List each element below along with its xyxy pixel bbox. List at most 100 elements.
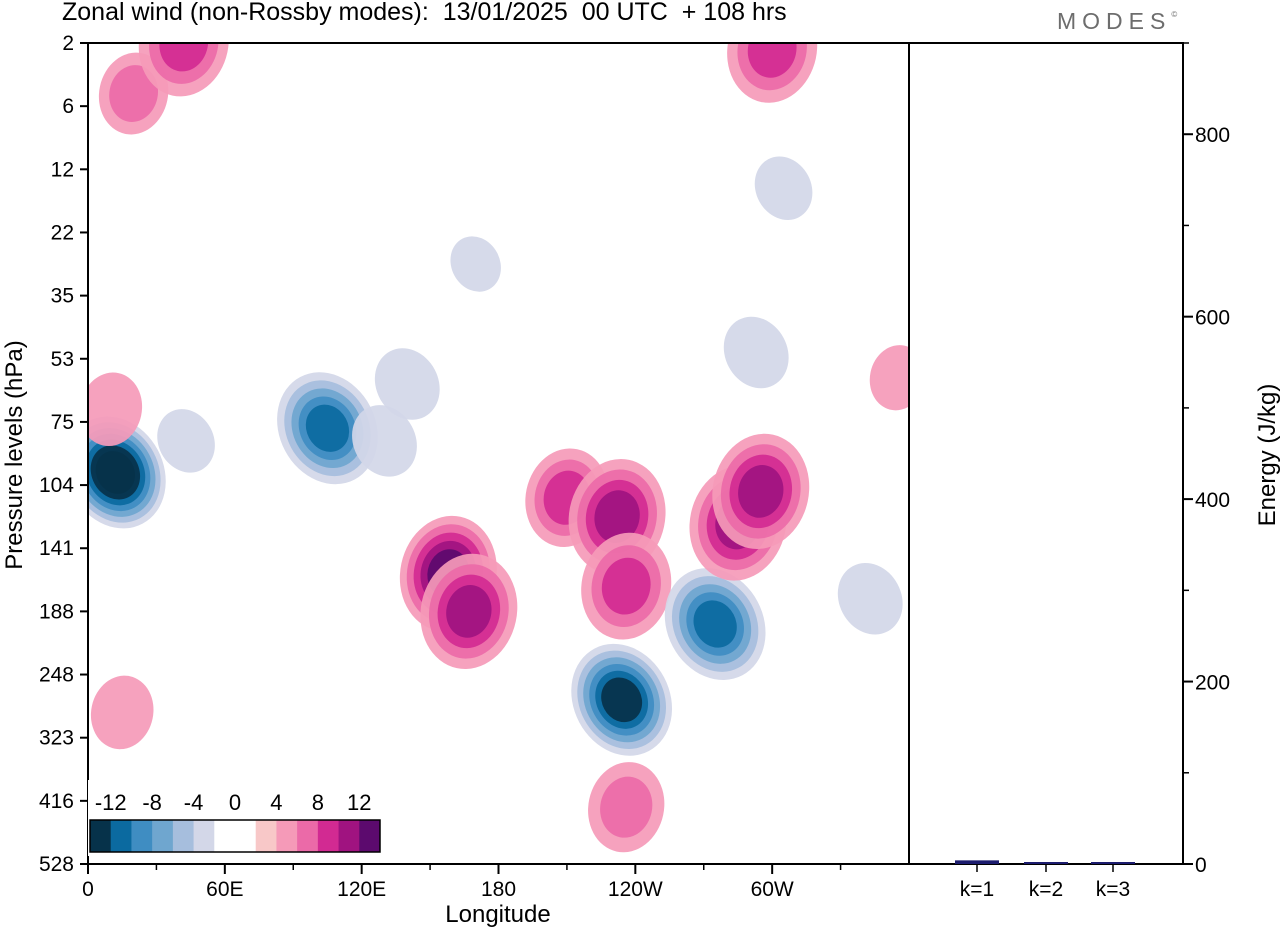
heatmap-contour xyxy=(109,65,159,122)
y-tick-label: 188 xyxy=(39,600,74,623)
y-axis-title: Pressure levels (hPa) xyxy=(1,340,28,569)
y-tick-label: 12 xyxy=(51,158,74,181)
heatmap-contour xyxy=(90,675,154,750)
colorbar-label: -4 xyxy=(184,790,204,815)
heatmap-feature xyxy=(727,43,818,103)
y-tick-label: 22 xyxy=(51,221,74,244)
colorbar-label: -12 xyxy=(95,790,127,815)
heatmap-contour xyxy=(95,451,135,494)
heatmap-contour xyxy=(601,677,643,723)
heatmap-feature xyxy=(90,675,154,750)
modes-logo: MODES© xyxy=(1057,8,1177,35)
heatmap-feature xyxy=(723,316,789,389)
colorbar-frame xyxy=(89,819,381,853)
colorbar-swatch xyxy=(338,820,360,852)
heatmap-contour xyxy=(837,562,903,635)
heatmap-feature xyxy=(571,643,673,756)
heatmap-feature xyxy=(88,372,143,447)
heatmap-contour xyxy=(374,348,440,420)
heatmap-contour xyxy=(446,585,492,638)
colorbar-swatch xyxy=(172,820,195,852)
colorbar-swatch xyxy=(297,820,319,852)
x-tick-label: 180 xyxy=(481,878,516,901)
x-tick-label: 0 xyxy=(82,878,94,901)
colorbar-swatch xyxy=(317,820,340,852)
energy-category-label: k=2 xyxy=(1029,878,1063,901)
y-tick-label: 2 xyxy=(62,32,74,55)
heatmap-feature xyxy=(869,345,909,411)
colorbar-label: 8 xyxy=(312,790,324,815)
heatmap-field xyxy=(88,43,909,853)
energy-tick-label: 0 xyxy=(1195,854,1207,877)
heatmap-contour xyxy=(600,776,653,838)
heatmap-feature xyxy=(588,762,665,853)
y-tick-label: 75 xyxy=(51,411,74,434)
x-tick-label: 60E xyxy=(206,878,243,901)
y-tick-label: 53 xyxy=(51,348,74,371)
y-tick-label: 416 xyxy=(39,790,74,813)
heatmap-contour xyxy=(594,490,640,543)
heatmap-contour xyxy=(157,409,215,473)
heatmap-contour xyxy=(305,404,350,452)
energy-axis-title: Energy (J/kg) xyxy=(1254,384,1280,527)
heatmap-contour xyxy=(738,465,784,518)
heatmap-feature xyxy=(420,553,518,669)
colorbar-swatch xyxy=(359,820,381,852)
heatmap-feature xyxy=(450,236,501,292)
energy-tick-label: 600 xyxy=(1195,307,1230,330)
energy-panel xyxy=(908,42,1184,865)
colorbar-swatch xyxy=(193,820,215,852)
y-tick-label: 323 xyxy=(39,727,74,750)
energy-category-label: k=3 xyxy=(1096,878,1130,901)
colorbar-swatch xyxy=(235,820,257,852)
heatmap-feature xyxy=(712,433,810,549)
heatmap-feature xyxy=(664,568,766,680)
colorbar-swatch xyxy=(214,820,236,852)
colorbar-label: 4 xyxy=(270,790,282,815)
x-tick-label: 120E xyxy=(337,878,386,901)
heatmap-feature xyxy=(837,562,903,635)
heatmap-feature xyxy=(88,416,166,529)
x-axis-title: Longitude xyxy=(445,901,550,928)
y-axis: 2 6 12 22 35 53 75 104 141 188 248 323 416 528 xyxy=(39,32,88,876)
heatmap-contour xyxy=(352,405,417,477)
energy-tick-label: 200 xyxy=(1195,672,1230,695)
colorbar-swatch xyxy=(110,820,132,852)
y-tick-label: 6 xyxy=(62,95,74,118)
heatmap-feature xyxy=(754,156,813,220)
energy-tick-label: 800 xyxy=(1195,124,1230,147)
heatmap-contour xyxy=(747,43,797,78)
colorbar-label: 12 xyxy=(347,790,371,815)
y-tick-label: 141 xyxy=(39,537,74,560)
colorbar-label: 0 xyxy=(229,790,241,815)
energy-bar xyxy=(1091,862,1135,864)
x-tick-label: 60W xyxy=(751,878,794,901)
x-axis: 0 60E 120E 180 120W 60W xyxy=(82,864,842,901)
heatmap-feature xyxy=(277,372,378,485)
energy-bar-group: k=1 k=2 k=3 xyxy=(955,860,1135,901)
heatmap-contour xyxy=(723,316,789,389)
colorbar-swatch xyxy=(131,820,153,852)
energy-y-axis: 0 200 400 600 800 xyxy=(1183,42,1230,877)
y-tick-label: 248 xyxy=(39,664,74,687)
heatmap-feature xyxy=(374,348,440,420)
logo-mark: © xyxy=(1171,10,1178,19)
colorbar-swatch xyxy=(90,820,112,852)
heatmap-contour xyxy=(869,345,909,411)
chart-title: Zonal wind (non-Rossby modes): 13/01/202… xyxy=(62,0,787,26)
x-tick-label: 120W xyxy=(608,878,663,901)
heatmap-contour xyxy=(693,600,737,648)
heatmap-contour xyxy=(754,156,813,220)
heatmap-contour xyxy=(450,236,501,292)
colorbar: -12 -8 -4 0 4 8 12 xyxy=(88,780,382,856)
colorbar-swatch xyxy=(255,820,277,852)
heatmap-feature xyxy=(157,409,215,473)
energy-category-label: k=1 xyxy=(960,878,994,901)
y-tick-label: 104 xyxy=(39,474,74,497)
y-tick-label: 528 xyxy=(39,853,74,876)
y-tick-label: 35 xyxy=(51,285,74,308)
energy-bar xyxy=(955,860,999,864)
heatmap-feature xyxy=(352,405,417,477)
colorbar-label: -8 xyxy=(142,790,162,815)
